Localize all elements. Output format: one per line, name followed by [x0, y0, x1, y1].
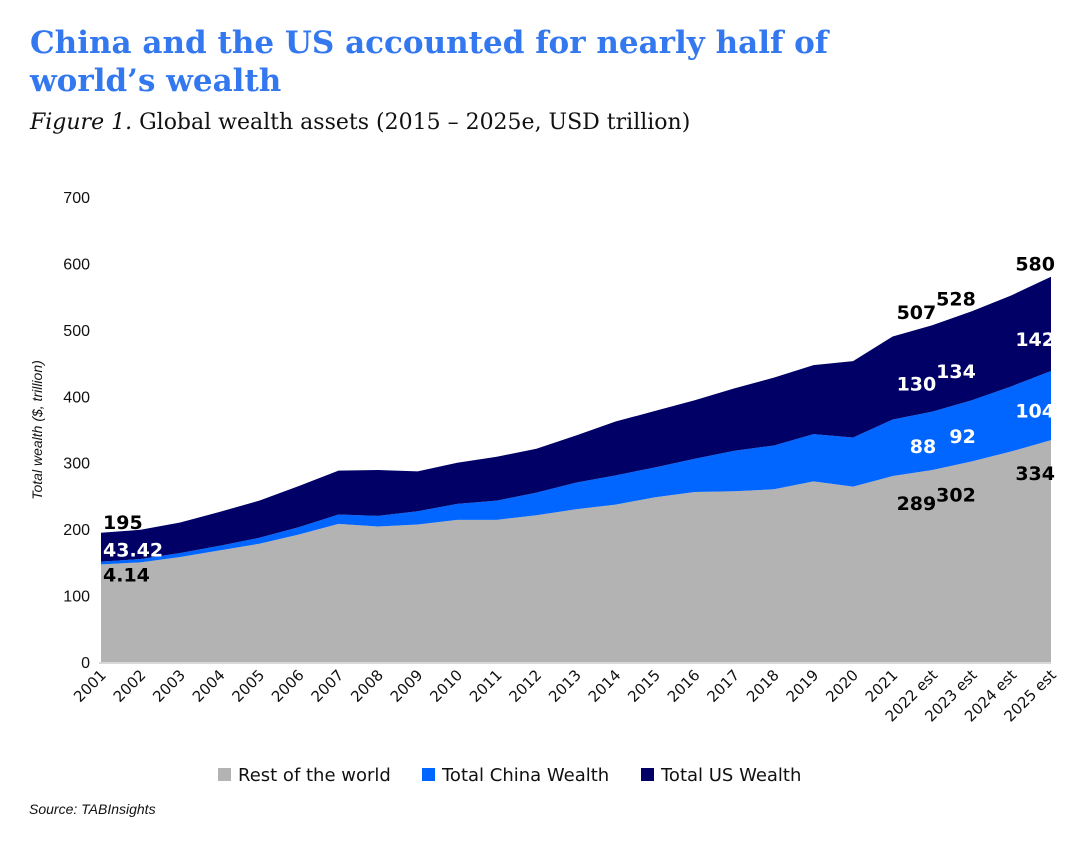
area-total-china-wealth	[101, 371, 1051, 565]
x-tick-label: 2009	[387, 666, 427, 706]
data-label-us: 43.42	[103, 540, 163, 562]
chart-subtitle: Figure 1. Global wealth assets (2015 – 2…	[30, 110, 690, 135]
legend-swatch	[422, 768, 435, 781]
data-label-total: 580	[1015, 254, 1055, 276]
x-tick-label: 2007	[308, 666, 348, 706]
data-label-rest: 302	[936, 484, 976, 506]
y-axis-label: Total wealth ($, trillion)	[29, 360, 45, 500]
x-tick-label: 2012	[506, 666, 546, 706]
figure-number: Figure 1.	[30, 110, 133, 135]
x-tick-label: 2018	[743, 666, 783, 706]
x-tick-label: 2010	[426, 666, 466, 706]
data-label-us: 134	[936, 361, 976, 383]
x-tick-label: 2004	[189, 666, 229, 706]
x-tick-label: 2016	[664, 666, 704, 706]
y-tick-label: 600	[63, 256, 90, 273]
data-label-rest: 334	[1015, 463, 1055, 485]
area-rest-of-the-world	[101, 440, 1051, 662]
y-tick-label: 700	[63, 190, 90, 207]
data-label-total: 195	[103, 512, 143, 534]
y-tick-label: 500	[63, 323, 90, 340]
y-tick-label: 400	[63, 389, 90, 406]
x-tick-label: 2001	[70, 666, 110, 706]
legend-label: Total US Wealth	[660, 765, 801, 786]
data-label-china: 104	[1015, 401, 1055, 423]
y-tick-label: 200	[63, 522, 90, 539]
data-label-china: 92	[949, 426, 975, 448]
legend-swatch	[641, 768, 654, 781]
data-label-china: 4.14	[103, 564, 150, 586]
x-tick-label: 2002	[110, 666, 150, 706]
area-total-us-wealth	[101, 276, 1051, 562]
y-tick-label: 300	[63, 456, 90, 473]
x-tick-label: 2019	[783, 666, 823, 706]
source-note: Source: TABInsights	[29, 801, 156, 817]
subtitle-text: Global wealth assets (2015 – 2025e, USD …	[139, 110, 691, 135]
x-tick-label: 2006	[268, 666, 308, 706]
x-tick-label: 2011	[466, 666, 506, 706]
data-label-total: 507	[897, 302, 937, 324]
data-label-us: 142	[1015, 329, 1055, 351]
x-tick-label: 2014	[585, 666, 625, 706]
x-tick-label: 2008	[347, 666, 387, 706]
x-tick-label: 2020	[822, 666, 862, 706]
x-tick-label: 2017	[703, 666, 743, 706]
y-tick-label: 100	[63, 589, 90, 606]
data-label-total: 528	[936, 288, 976, 310]
y-tick-label: 0	[81, 655, 90, 672]
x-tick-label: 2015	[624, 666, 664, 706]
data-label-china: 88	[910, 436, 936, 458]
x-tick-label: 2013	[545, 666, 585, 706]
x-tick-label: 2003	[149, 666, 189, 706]
data-label-rest: 289	[897, 493, 937, 515]
legend-label: Total China Wealth	[441, 765, 609, 786]
chart-title: China and the US accounted for nearly ha…	[30, 25, 829, 99]
data-label-us: 130	[897, 373, 937, 395]
legend-label: Rest of the world	[238, 765, 391, 786]
x-tick-label: 2005	[228, 666, 268, 706]
legend-swatch	[218, 768, 231, 781]
